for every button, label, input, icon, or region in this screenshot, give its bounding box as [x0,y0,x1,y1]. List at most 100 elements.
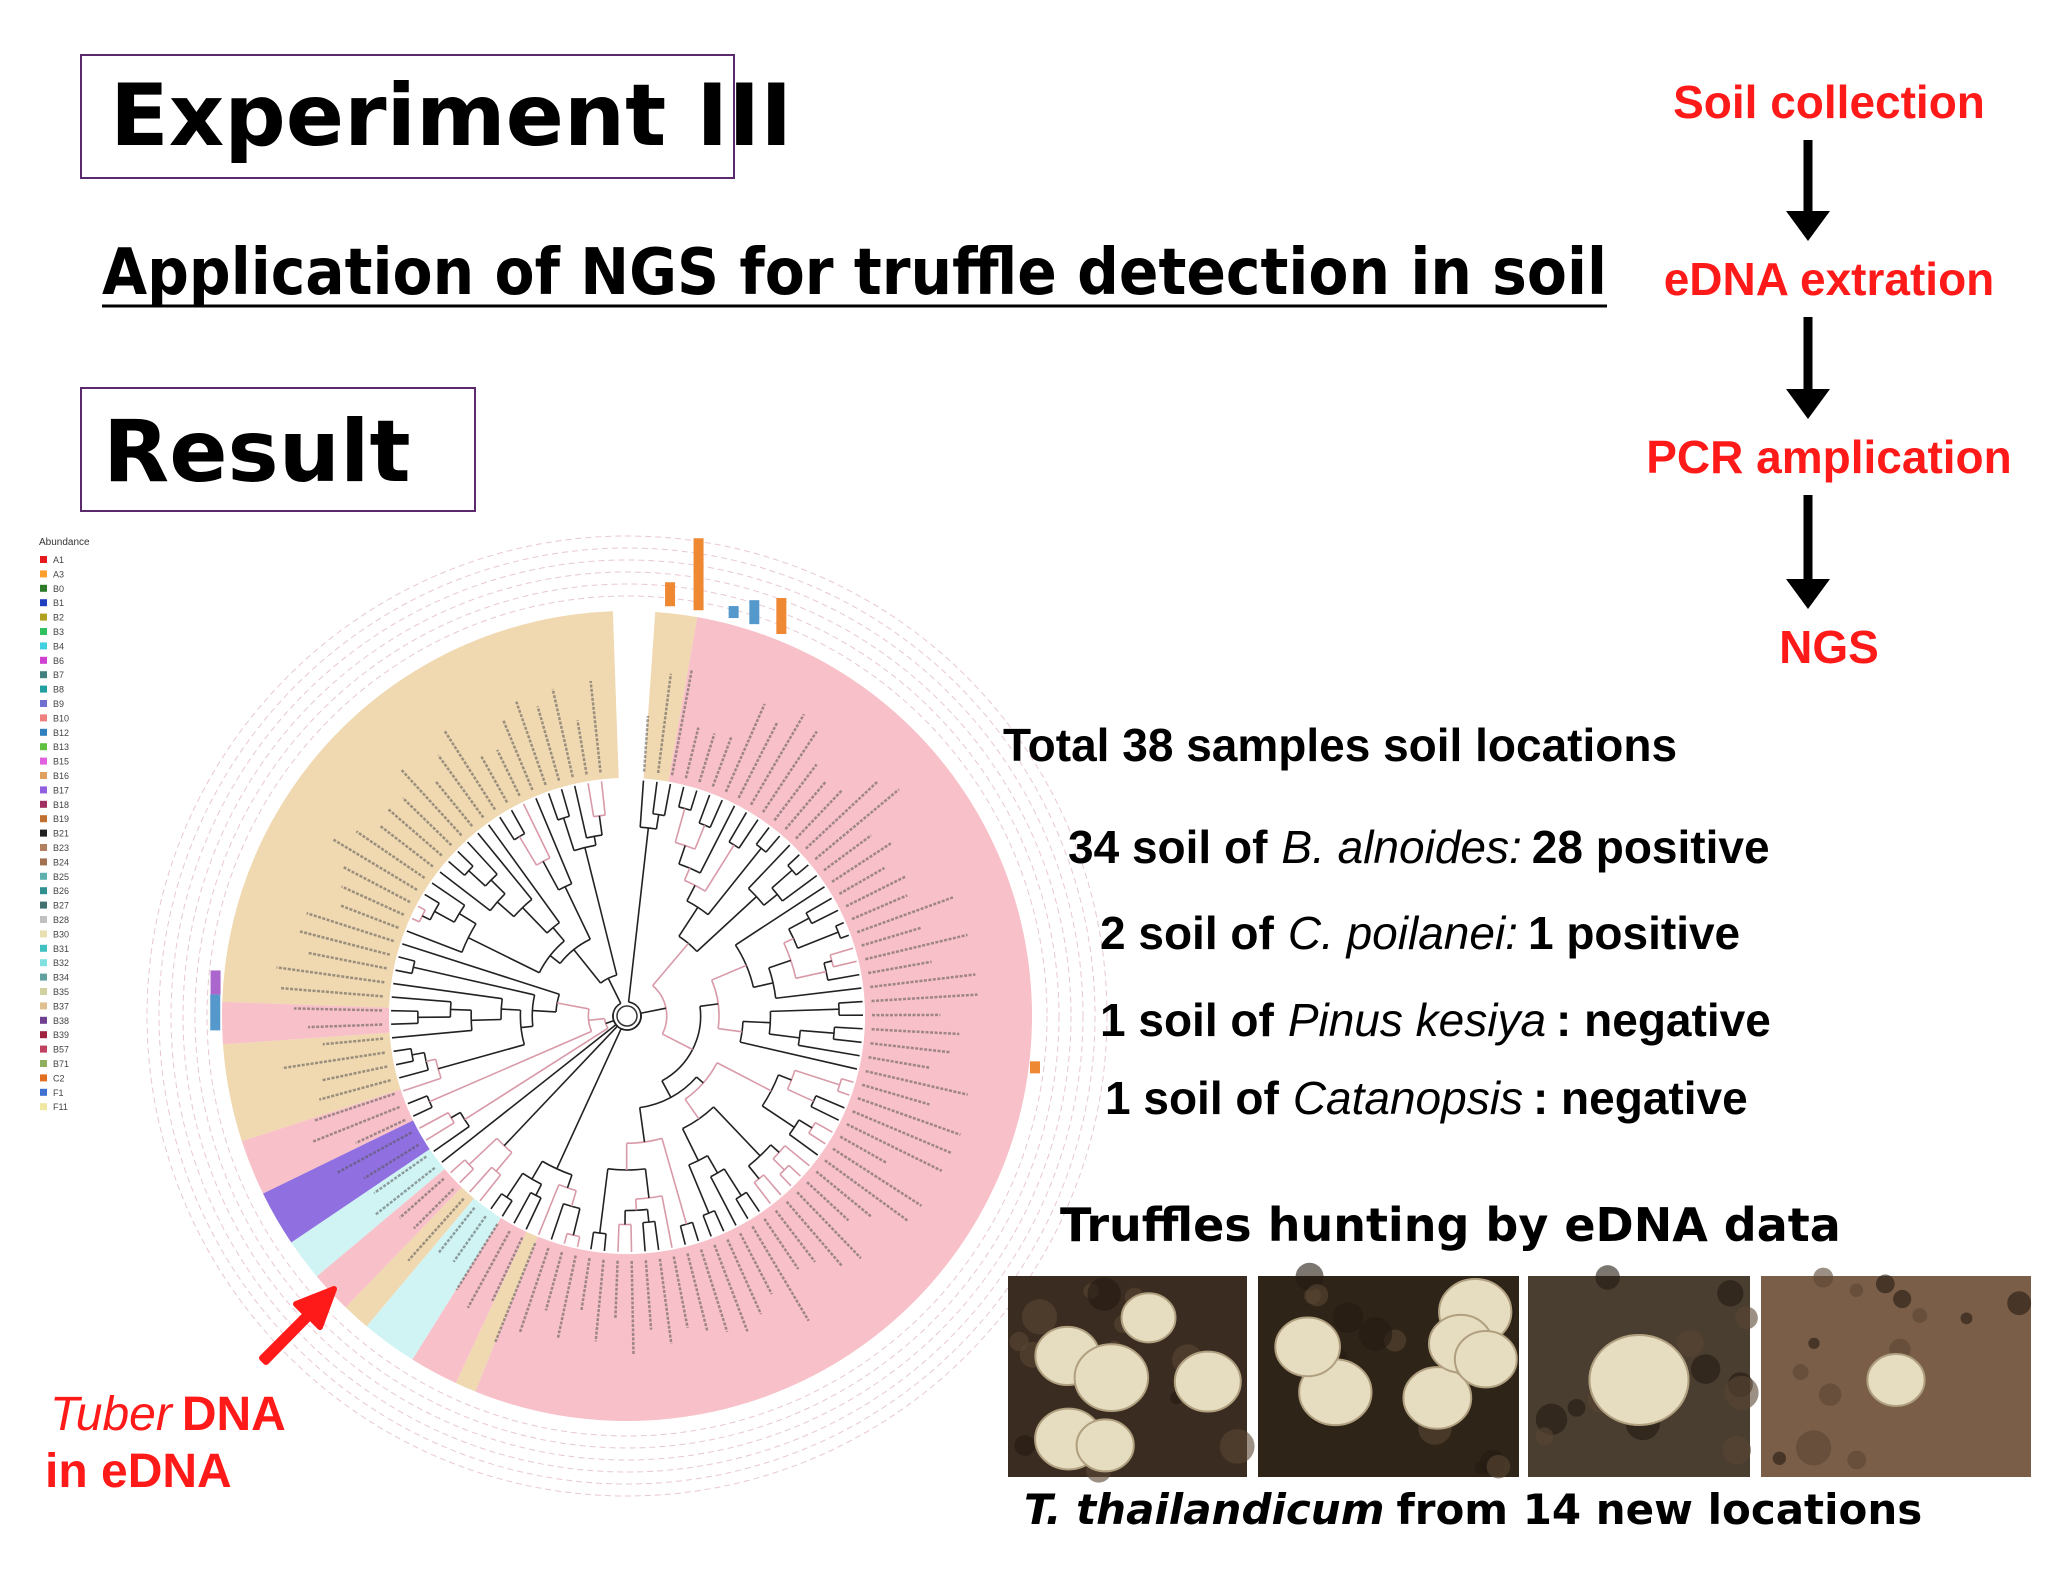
branch [556,1002,590,1010]
item-prefix: 34 soil of [1068,821,1268,873]
branch [787,854,800,867]
soil-texture [1735,1306,1758,1330]
legend-label: F11 [53,1102,68,1112]
branch-arc [558,1183,577,1192]
leaf-label [318,1079,391,1101]
abundance-bar [728,606,739,619]
leaf-label [870,973,976,989]
branch [406,930,463,954]
leaf-label [851,894,908,921]
branch [429,1030,592,1103]
branch [521,907,548,934]
branch [617,1224,620,1252]
clade-sector [241,1089,414,1194]
leaf-label [838,866,886,895]
branch [835,921,845,927]
soil-texture [1960,1312,1973,1325]
leaf-label [437,754,485,819]
leaf-label [656,673,673,774]
leaf-label [861,1083,930,1106]
branch-arc [642,1220,655,1224]
branch [704,844,735,892]
leaf-label [355,1118,406,1145]
legend-swatch [40,1002,47,1010]
legend-swatch [40,700,47,707]
leaf-label [299,930,391,956]
legend-label: B39 [53,1030,69,1040]
branch-arc [593,814,606,818]
soil-texture [1724,1375,1759,1410]
branch [761,1105,795,1128]
leaf-label [556,1255,577,1338]
branch [603,1233,607,1251]
branch-arc [684,1062,718,1100]
branch [434,910,455,923]
tree-root [616,1005,638,1027]
branch [691,1222,700,1242]
branch [464,1027,609,1121]
branch-arc [573,844,597,852]
branch [795,864,809,876]
soil-texture [1009,1331,1029,1352]
leaf-label [832,1147,923,1207]
leaf-label [518,1247,550,1334]
soil-texture [1087,1277,1121,1311]
branch [520,1025,533,1029]
clade-sector [455,1231,538,1392]
branch [771,869,793,889]
branch [572,1208,581,1236]
legend-label: B9 [53,699,64,709]
leaf-label [724,703,766,793]
branch [499,816,515,841]
legend-label: F1 [53,1088,64,1098]
branch [411,1051,425,1056]
leaf-label [466,1230,511,1309]
legend-swatch [40,671,47,679]
title: Experiment III [110,66,792,166]
legend-label: B28 [53,915,69,925]
leaf-label [614,1260,619,1319]
annotation-line2: in eDNA [45,1445,232,1498]
branch [739,1041,858,1070]
leaf-label [544,1251,564,1311]
legend-label: B18 [53,800,69,810]
branch [699,1003,719,1008]
tuber-annotation: Tuber DNA [50,1388,286,1441]
branch [661,1138,688,1225]
legend-label: B4 [53,641,64,651]
branch [784,1145,810,1167]
branch [811,909,839,925]
legend-label: B2 [53,613,64,623]
caption-rest: from 14 new locations [1396,1485,1922,1534]
soil-texture [1912,1308,1928,1323]
item-suffix: : negative [1533,1072,1748,1124]
branch [412,1106,433,1117]
branch [711,964,747,981]
leaf-label [306,911,395,943]
legend-swatch [40,1074,47,1082]
leaf-label [868,1056,930,1069]
branch-arc [522,1172,542,1185]
leaf-label [386,807,443,857]
branch [823,960,833,964]
ring [194,583,1060,1449]
legend-swatch [40,656,47,664]
branch [570,1190,577,1207]
leaf-label [865,933,968,961]
branch [587,783,595,817]
branch [745,1191,760,1212]
soil-texture [1792,1364,1809,1381]
title-box [80,54,735,179]
branch [827,973,860,982]
branch [402,943,560,996]
leaf-label [784,781,827,830]
legend-swatch [40,599,47,607]
leaf-label [342,865,411,904]
branch [683,867,691,881]
leaf-label [594,1259,605,1342]
leaf-label [773,763,818,822]
legend-label: B24 [53,857,69,867]
branch [709,799,723,828]
branch [600,781,606,816]
soil-texture [1535,1427,1554,1446]
